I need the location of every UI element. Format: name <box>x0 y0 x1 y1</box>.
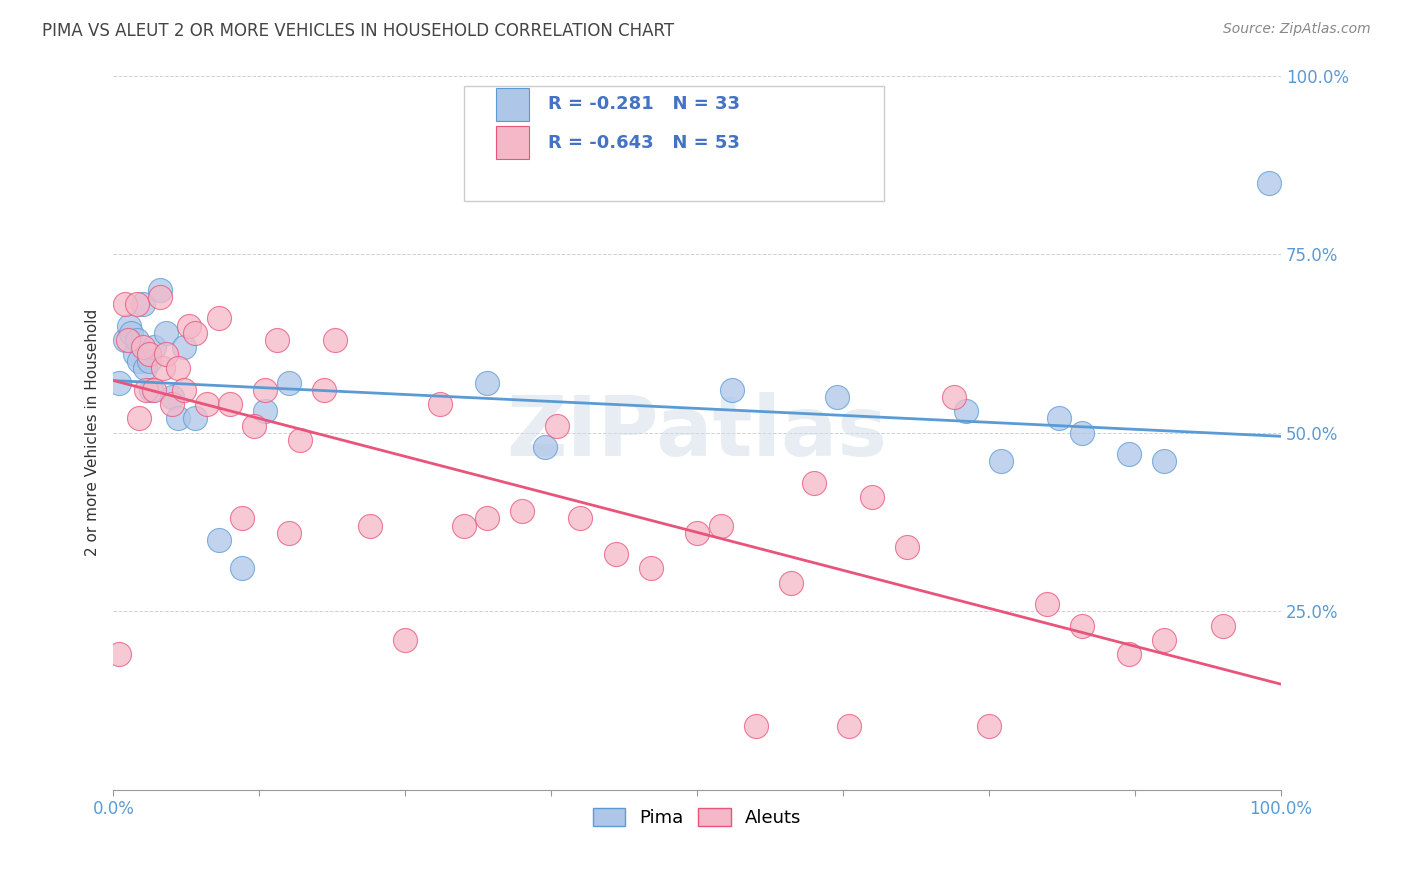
Y-axis label: 2 or more Vehicles in Household: 2 or more Vehicles in Household <box>86 310 100 557</box>
Point <box>977 718 1000 732</box>
Point <box>1071 425 1094 440</box>
Point <box>290 433 312 447</box>
Point <box>184 411 207 425</box>
Point <box>195 397 218 411</box>
Text: ZIPatlas: ZIPatlas <box>506 392 887 474</box>
Point <box>125 297 148 311</box>
Point <box>128 411 150 425</box>
Point <box>1212 618 1234 632</box>
Point <box>475 376 498 390</box>
Point <box>955 404 977 418</box>
Point <box>254 404 277 418</box>
Text: PIMA VS ALEUT 2 OR MORE VEHICLES IN HOUSEHOLD CORRELATION CHART: PIMA VS ALEUT 2 OR MORE VEHICLES IN HOUS… <box>42 22 675 40</box>
Point <box>323 333 346 347</box>
Point <box>242 418 264 433</box>
Point <box>219 397 242 411</box>
FancyBboxPatch shape <box>464 87 884 201</box>
Point <box>721 383 744 397</box>
Point <box>179 318 201 333</box>
Point <box>149 290 172 304</box>
Point <box>231 511 253 525</box>
Point <box>277 376 299 390</box>
Point <box>134 361 156 376</box>
Point <box>990 454 1012 468</box>
Point <box>125 333 148 347</box>
Point <box>710 518 733 533</box>
Point <box>160 390 183 404</box>
Point <box>207 533 229 547</box>
Point <box>173 383 195 397</box>
Point <box>166 411 188 425</box>
Point <box>943 390 966 404</box>
Point <box>394 632 416 647</box>
Point <box>114 297 136 311</box>
Point <box>429 397 451 411</box>
Point <box>149 283 172 297</box>
Text: R = -0.281   N = 33: R = -0.281 N = 33 <box>548 95 740 113</box>
Point <box>277 525 299 540</box>
Point <box>120 326 142 340</box>
Point <box>231 561 253 575</box>
Point <box>135 383 157 397</box>
Point <box>266 333 288 347</box>
Text: Source: ZipAtlas.com: Source: ZipAtlas.com <box>1223 22 1371 37</box>
Point <box>1036 597 1059 611</box>
Point <box>254 383 277 397</box>
Point <box>534 440 557 454</box>
Legend: Pima, Aleuts: Pima, Aleuts <box>585 801 808 835</box>
Point <box>124 347 146 361</box>
Point <box>152 361 174 376</box>
Point <box>143 383 166 397</box>
Point <box>569 511 592 525</box>
Point <box>155 347 177 361</box>
Point <box>184 326 207 340</box>
Point <box>155 326 177 340</box>
Point <box>1071 618 1094 632</box>
Point <box>108 647 131 661</box>
Point <box>1118 447 1140 461</box>
Point <box>359 518 381 533</box>
Point <box>166 361 188 376</box>
Point <box>1153 454 1175 468</box>
Point <box>475 511 498 525</box>
Point <box>1118 647 1140 661</box>
FancyBboxPatch shape <box>496 87 529 120</box>
Point <box>1153 632 1175 647</box>
Point <box>138 354 160 368</box>
Point <box>510 504 533 518</box>
Point <box>546 418 568 433</box>
Text: R = -0.643   N = 53: R = -0.643 N = 53 <box>548 134 740 152</box>
Point <box>686 525 709 540</box>
Point <box>779 575 801 590</box>
Point <box>117 333 139 347</box>
Point <box>114 333 136 347</box>
Point <box>605 547 627 561</box>
Point <box>131 340 153 354</box>
Point <box>139 383 162 397</box>
Point <box>207 311 229 326</box>
Point <box>640 561 662 575</box>
Point <box>131 297 153 311</box>
Point <box>143 340 166 354</box>
Point <box>160 397 183 411</box>
Point <box>1258 176 1281 190</box>
Point <box>173 340 195 354</box>
Point <box>312 383 335 397</box>
Point <box>1047 411 1070 425</box>
Point <box>453 518 475 533</box>
Point <box>860 490 883 504</box>
Point <box>827 390 849 404</box>
FancyBboxPatch shape <box>496 127 529 159</box>
Point <box>138 347 160 361</box>
Point <box>108 376 131 390</box>
Point <box>896 540 918 554</box>
Point <box>803 475 825 490</box>
Point <box>128 354 150 368</box>
Point <box>118 318 141 333</box>
Point <box>838 718 860 732</box>
Point <box>744 718 766 732</box>
